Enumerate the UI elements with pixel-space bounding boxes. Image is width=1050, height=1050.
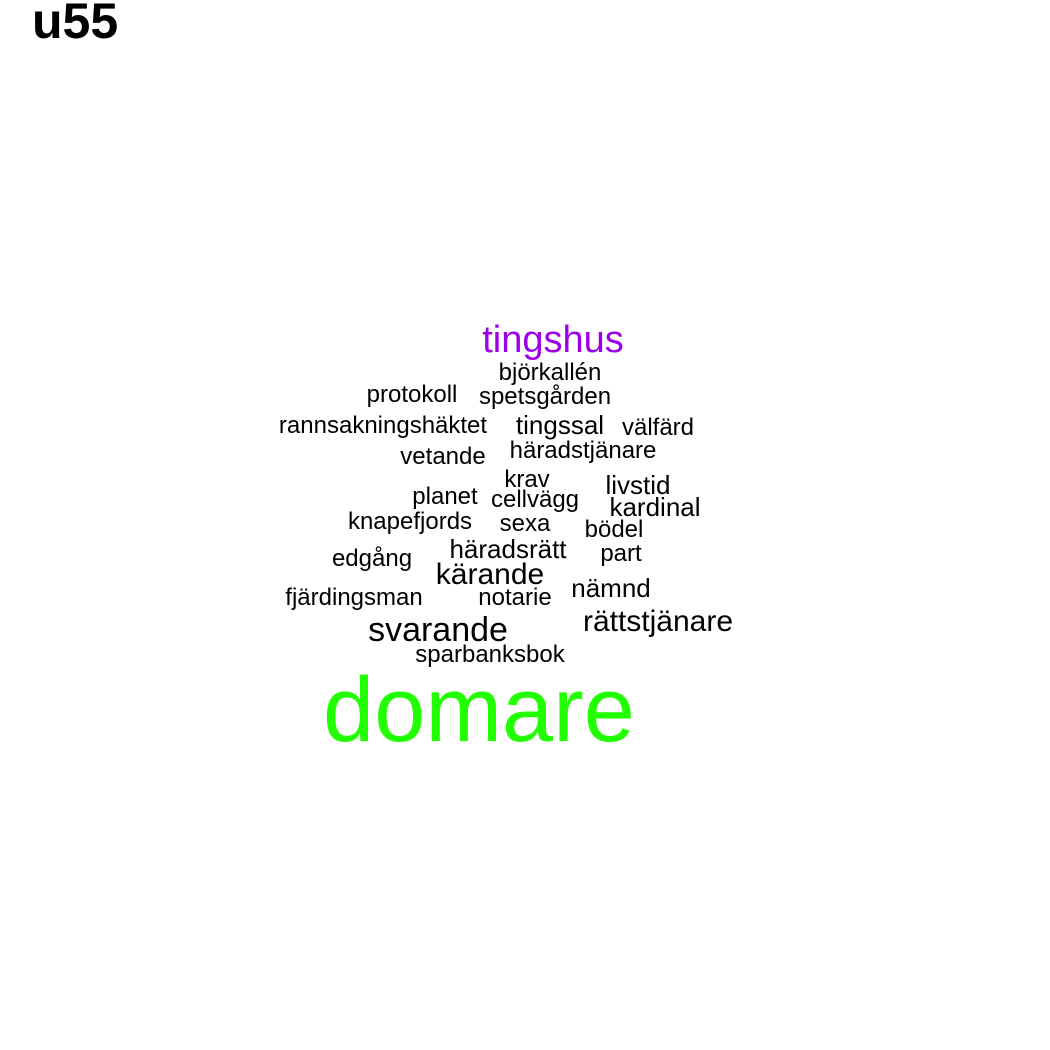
word-tingssal: tingssal (515, 410, 605, 440)
page-title: u55 (32, 0, 119, 49)
word-planet: planet (412, 483, 478, 510)
word-namnd: nämnd (571, 573, 651, 603)
word-part: part (600, 540, 642, 567)
word-edgang: edgång (331, 545, 413, 572)
word-bjorkallen: björkallén (498, 359, 602, 386)
word-spetsgarden: spetsgården (478, 383, 612, 410)
word-svarande: svarande (368, 611, 508, 649)
word-haradstjanare: häradstjänare (509, 437, 657, 464)
word-krav: krav (504, 466, 550, 493)
word-fjardingsman: fjärdingsman (285, 584, 423, 611)
word-tingshus: tingshus (482, 319, 624, 361)
word-sexa: sexa (499, 510, 551, 537)
word-karande: kärande (435, 558, 545, 591)
word-vetande: vetande (400, 443, 486, 470)
word-livstid: livstid (605, 470, 671, 500)
word-kardinal: kardinal (609, 492, 701, 522)
word-bodel: bödel (584, 516, 644, 543)
word-domare: domare (323, 659, 635, 761)
word-notarie: notarie (478, 584, 552, 611)
word-rattstjanare: rättstjänare (582, 605, 734, 638)
word-haradsratt: häradsrätt (449, 534, 567, 564)
word-knapefjords: knapefjords (347, 508, 473, 535)
word-sparbanksbok: sparbanksbok (415, 641, 565, 668)
word-rannsakningshaktet: rannsakningshäktet (278, 412, 488, 439)
word-protokoll: protokoll (366, 381, 458, 408)
word-valfard: välfärd (621, 414, 695, 441)
word-cellvagg: cellvägg (490, 486, 580, 513)
